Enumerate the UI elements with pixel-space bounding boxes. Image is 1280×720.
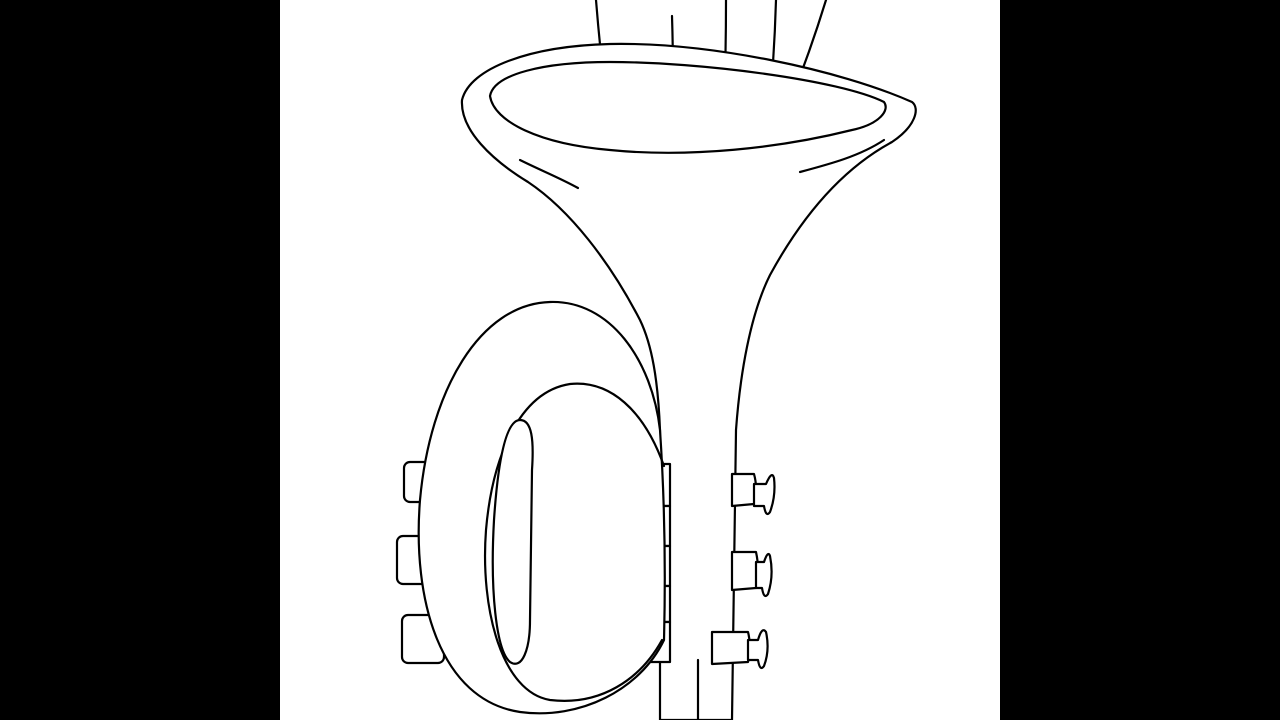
right-valve-stem-1 <box>730 472 758 508</box>
loop-outer <box>417 300 666 715</box>
right-valve-pistons <box>710 472 776 670</box>
right-valve-stem-2 <box>730 550 760 592</box>
letterbox-left <box>0 0 280 720</box>
letterbox-right <box>1000 0 1280 720</box>
right-valve-stem-3 <box>710 630 752 666</box>
right-valve-button-3 <box>746 629 769 670</box>
tuba-loop <box>417 300 666 715</box>
right-valve-button-1 <box>752 473 776 516</box>
loop-inner <box>483 382 666 702</box>
tuba-drawing <box>395 0 917 720</box>
loop-inner-tube <box>491 418 534 665</box>
right-valve-button-2 <box>754 552 773 598</box>
bell-flare <box>460 42 917 720</box>
bell-throat-right <box>798 138 886 174</box>
tuba-bell <box>460 42 917 720</box>
bell-rim-inner <box>488 60 887 154</box>
drawing-canvas <box>280 0 1000 720</box>
bell-throat-left <box>518 158 580 190</box>
